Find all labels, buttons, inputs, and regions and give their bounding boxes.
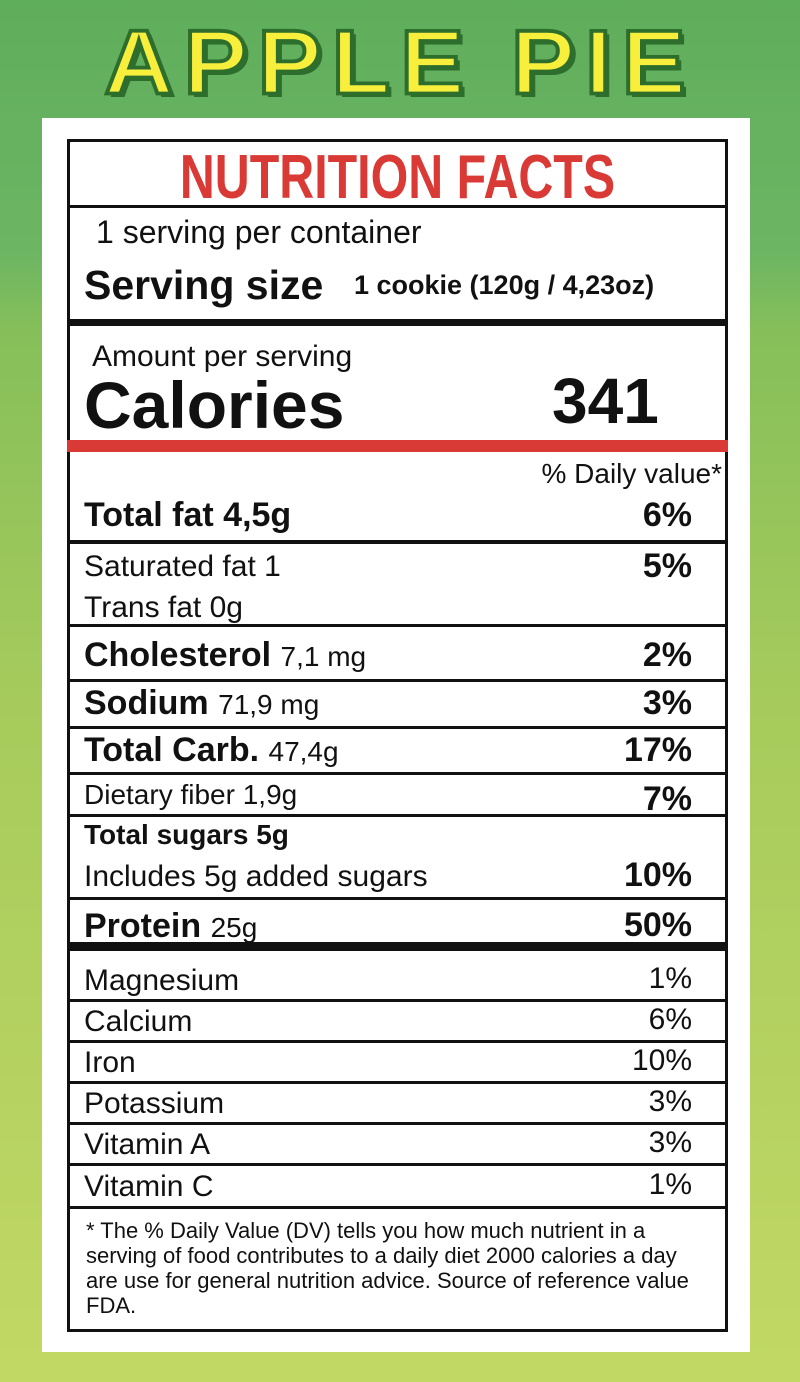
nutrient-name: Trans fat — [84, 591, 202, 624]
nutrient-row: Saturated fat 1 — [84, 550, 281, 584]
nutrient-dv: 6% — [642, 496, 692, 534]
serving-size-label: Serving size — [84, 262, 324, 308]
nutrient-name: Total Carb. — [84, 731, 260, 769]
nutrient-amount: 1,9g — [242, 779, 298, 810]
nutrient-amount: 71,9 mg — [218, 689, 320, 720]
calories-label: Calories — [84, 368, 345, 442]
serving-size: 1 cookie (120g / 4,23oz) — [354, 270, 655, 300]
mineral-name: Calcium — [84, 1005, 193, 1038]
mineral-dv: 1% — [648, 962, 692, 995]
label-title: NUTRITION FACTS — [179, 143, 616, 212]
nutrient-amount: 5g — [256, 819, 289, 850]
nutrient-amount: 47,4g — [268, 736, 339, 767]
nutrient-amount: 1 — [264, 550, 281, 583]
mineral-dv: 1% — [648, 1168, 692, 1201]
mineral-name: Iron — [84, 1046, 136, 1079]
divider — [67, 999, 728, 1002]
divider — [67, 1040, 728, 1043]
mineral-name: Potassium — [84, 1087, 225, 1120]
nutrient-name: Total sugars — [84, 819, 249, 850]
mineral-name: Magnesium — [84, 964, 240, 997]
servings: 1 serving per container — [96, 214, 422, 250]
divider — [67, 772, 728, 775]
nutrient-name: Dietary fiber — [84, 779, 235, 810]
nutrient-dv: 3% — [642, 684, 692, 722]
label-box — [67, 139, 728, 1332]
divider — [67, 679, 728, 682]
nutrient-row: Total fat 4,5g — [84, 496, 291, 535]
nutrient-row: Total sugars 5g — [84, 819, 289, 851]
nutrient-dv: 10% — [623, 856, 692, 894]
nutrient-dv: 2% — [642, 636, 692, 674]
footnote: * The % Daily Value (DV) tells you how m… — [86, 1218, 689, 1318]
nutrient-row: Sodium 71,9 mg — [84, 684, 319, 723]
divider — [67, 319, 728, 326]
nutrient-name: Total fat — [84, 496, 214, 534]
divider — [67, 1122, 728, 1125]
nutrient-row: Total Carb. 47,4g — [84, 731, 339, 770]
mineral-dv: 6% — [648, 1003, 692, 1036]
mineral-dv: 10% — [631, 1044, 692, 1077]
mineral-name: Vitamin C — [84, 1170, 214, 1203]
mineral-dv: 3% — [648, 1126, 692, 1159]
nutrient-name: Sodium — [84, 684, 209, 722]
nutrient-row: Protein 25g — [84, 907, 257, 946]
mineral-dv: 3% — [648, 1085, 692, 1118]
nutrient-amount: 25g — [210, 912, 258, 943]
calories-value: 341 — [552, 365, 659, 437]
red-bar — [67, 440, 728, 452]
divider — [67, 1206, 728, 1209]
divider — [67, 726, 728, 729]
divider — [67, 1163, 728, 1166]
nutrient-name: Includes 5g added sugars — [84, 860, 428, 893]
divider — [67, 814, 728, 817]
nutrient-dv: 50% — [623, 906, 692, 944]
divider — [67, 540, 728, 544]
nutrient-name: Protein — [84, 907, 202, 945]
amount-label: Amount per serving — [92, 340, 353, 373]
mineral-name: Vitamin A — [84, 1128, 211, 1161]
nutrient-row: Trans fat 0g — [84, 591, 243, 625]
nutrient-dv: 17% — [623, 731, 692, 769]
product-title: APPLE PIE — [102, 10, 696, 115]
nutrient-amount: 4,5g — [223, 496, 292, 534]
nutrient-name: Saturated fat — [84, 550, 256, 583]
dv-header: % Daily value* — [541, 458, 722, 489]
nutrient-amount: 0g — [209, 591, 243, 624]
nutrient-amount: 7,1 mg — [280, 641, 367, 672]
nutrient-row: Cholesterol 7,1 mg — [84, 636, 366, 675]
nutrient-name: Cholesterol — [84, 636, 272, 674]
nutrient-dv: 5% — [642, 547, 692, 585]
divider — [67, 624, 728, 627]
divider — [67, 205, 728, 208]
divider — [67, 942, 728, 951]
divider — [67, 897, 728, 900]
divider — [67, 1081, 728, 1084]
nutrient-dv: 7% — [642, 780, 692, 818]
nutrient-row: Dietary fiber 1,9g — [84, 779, 297, 811]
